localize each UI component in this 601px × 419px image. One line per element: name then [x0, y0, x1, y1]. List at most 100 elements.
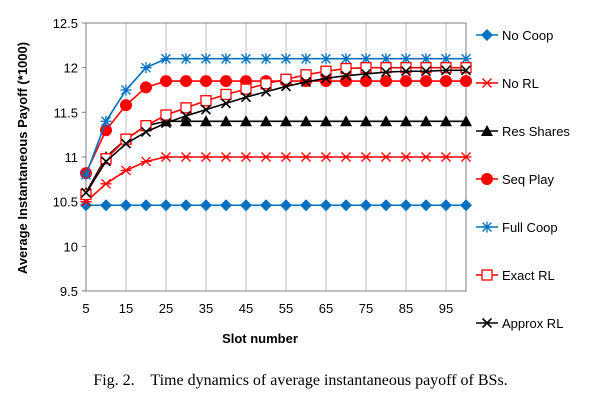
data-point — [280, 81, 292, 92]
data-point — [380, 53, 392, 65]
data-point — [360, 199, 372, 212]
data-point — [240, 53, 252, 65]
data-series — [80, 53, 472, 212]
data-point — [260, 86, 272, 97]
series-full-coop — [80, 53, 472, 181]
data-point — [380, 67, 392, 78]
data-point — [380, 152, 392, 162]
data-point — [380, 75, 392, 88]
data-point — [300, 152, 312, 162]
data-point — [180, 115, 192, 127]
data-point — [280, 199, 292, 212]
data-point — [160, 199, 172, 212]
data-point — [460, 152, 472, 162]
series-no-rl — [80, 152, 472, 207]
data-point — [200, 115, 212, 127]
legend-marker — [481, 317, 493, 329]
x-tick-label-3: 35 — [199, 301, 213, 316]
data-point — [240, 152, 252, 162]
data-point — [460, 65, 472, 76]
data-point — [180, 110, 192, 121]
data-point — [100, 178, 112, 189]
legend-marker — [481, 269, 493, 281]
data-point — [240, 115, 252, 127]
data-point — [400, 53, 412, 65]
x-tick-label-7: 75 — [359, 301, 373, 316]
figure-caption-label: Fig. 2. — [93, 372, 135, 389]
legend-item-approx-rl: Approx RL — [476, 316, 563, 331]
data-point — [320, 199, 332, 212]
data-point — [360, 152, 372, 162]
data-point — [160, 152, 172, 162]
data-point — [340, 152, 352, 162]
legend-item-full-coop: Full Coop — [476, 220, 558, 235]
data-point — [120, 138, 132, 149]
legend-marker — [481, 125, 493, 136]
data-point — [140, 156, 152, 167]
data-point — [80, 188, 92, 201]
data-point — [420, 152, 432, 162]
x-tick-label-1: 15 — [119, 301, 133, 316]
data-point — [320, 73, 332, 84]
x-tick-label-5: 55 — [279, 301, 293, 316]
data-point — [400, 66, 412, 77]
data-point — [360, 115, 372, 127]
x-tick-label-0: 5 — [82, 301, 89, 316]
data-point — [140, 62, 152, 74]
data-point — [280, 152, 292, 162]
x-tick-label-9: 95 — [439, 301, 453, 316]
data-point — [280, 53, 292, 65]
data-point — [420, 53, 432, 65]
data-point — [440, 199, 452, 212]
data-point — [320, 115, 332, 127]
data-point — [460, 199, 472, 212]
x-tick-label-6: 65 — [319, 301, 333, 316]
data-point — [140, 199, 152, 212]
legend-item-no-coop: No Coop — [476, 28, 553, 43]
legend-marker — [481, 221, 493, 233]
legend-label: Full Coop — [502, 220, 558, 235]
legend: No Coop No RL Res Shares Seq Play Full Coop E… — [476, 28, 570, 331]
data-point — [200, 53, 212, 65]
data-point — [360, 53, 372, 65]
legend-label: Res Shares — [502, 124, 570, 139]
data-point — [120, 199, 132, 212]
legend-label: No RL — [502, 76, 539, 91]
legend-label: Seq Play — [502, 172, 555, 187]
data-point — [420, 115, 432, 127]
data-point — [340, 199, 352, 212]
y-tick-label-0: 9.5 — [60, 284, 78, 299]
data-point — [80, 187, 92, 198]
data-point — [160, 53, 172, 65]
series-no-coop — [80, 199, 472, 212]
data-point — [440, 75, 452, 88]
x-tick-label-8: 85 — [399, 301, 413, 316]
data-point — [360, 68, 372, 79]
data-point — [160, 115, 172, 127]
data-point — [400, 115, 412, 127]
data-point — [400, 199, 412, 212]
data-point — [180, 152, 192, 162]
data-point — [380, 199, 392, 212]
data-point — [180, 53, 192, 65]
data-point — [200, 104, 212, 115]
data-point — [260, 78, 272, 90]
data-point — [360, 75, 372, 88]
data-point — [260, 199, 272, 212]
legend-item-no-rl: No RL — [476, 76, 539, 91]
data-point — [400, 62, 412, 74]
data-point — [420, 75, 432, 88]
data-point — [380, 115, 392, 127]
data-point — [220, 199, 232, 212]
data-point — [240, 92, 252, 103]
data-point — [200, 152, 212, 162]
legend-marker — [481, 78, 493, 88]
data-point — [280, 73, 292, 85]
data-point — [220, 152, 232, 162]
data-point — [440, 152, 452, 162]
data-point — [300, 115, 312, 127]
data-point — [220, 88, 232, 101]
legend-item-seq-play: Seq Play — [476, 172, 555, 187]
data-point — [120, 99, 132, 112]
